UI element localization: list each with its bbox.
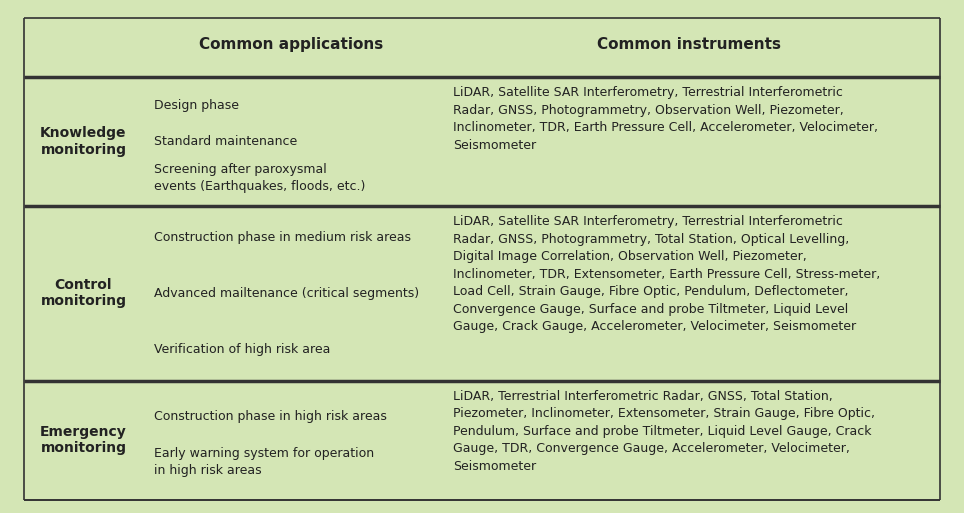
Text: Early warning system for operation
in high risk areas: Early warning system for operation in hi…	[154, 447, 374, 477]
Text: Common instruments: Common instruments	[598, 37, 781, 52]
Text: Control
monitoring: Control monitoring	[40, 278, 126, 308]
Text: LiDAR, Satellite SAR Interferometry, Terrestrial Interferometric
Radar, GNSS, Ph: LiDAR, Satellite SAR Interferometry, Ter…	[453, 86, 878, 152]
Text: Advanced mailtenance (critical segments): Advanced mailtenance (critical segments)	[154, 287, 419, 300]
Text: LiDAR, Satellite SAR Interferometry, Terrestrial Interferometric
Radar, GNSS, Ph: LiDAR, Satellite SAR Interferometry, Ter…	[453, 215, 880, 333]
Text: Screening after paroxysmal
events (Earthquakes, floods, etc.): Screening after paroxysmal events (Earth…	[154, 163, 365, 193]
Text: Emergency
monitoring: Emergency monitoring	[40, 425, 126, 456]
Text: Knowledge
monitoring: Knowledge monitoring	[40, 126, 126, 156]
Text: Common applications: Common applications	[199, 37, 383, 52]
Text: Construction phase in high risk areas: Construction phase in high risk areas	[154, 410, 388, 423]
Text: Verification of high risk area: Verification of high risk area	[154, 343, 331, 356]
Text: LiDAR, Terrestrial Interferometric Radar, GNSS, Total Station,
Piezometer, Incli: LiDAR, Terrestrial Interferometric Radar…	[453, 390, 875, 473]
Text: Construction phase in medium risk areas: Construction phase in medium risk areas	[154, 231, 412, 244]
Text: Design phase: Design phase	[154, 99, 239, 112]
Text: Standard maintenance: Standard maintenance	[154, 135, 298, 148]
